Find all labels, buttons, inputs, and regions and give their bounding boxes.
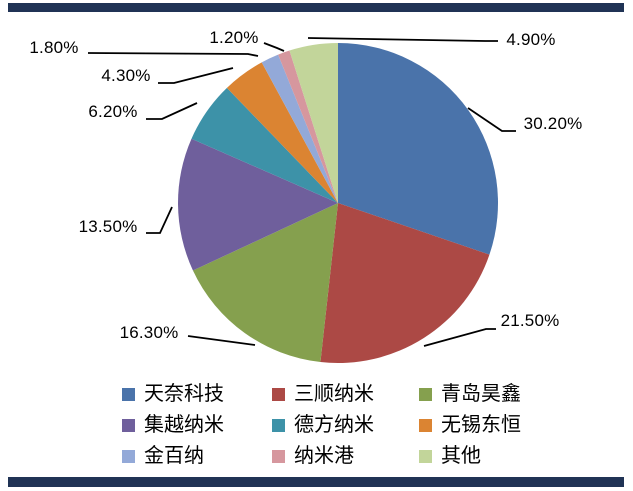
leader-line	[187, 335, 256, 346]
legend-label: 德方纳米	[294, 414, 374, 436]
legend-swatch	[419, 418, 432, 432]
slice-value-label: 6.20%	[88, 102, 138, 121]
slice-value-label: 16.30%	[119, 323, 179, 342]
slice-value-label: 1.80%	[29, 38, 79, 57]
pie-slice-3	[178, 138, 338, 271]
legend-item: 无锡东恒	[419, 412, 569, 438]
legend-label: 金百纳	[144, 445, 204, 467]
legend-label: 天奈科技	[144, 383, 224, 405]
legend-swatch	[272, 449, 285, 463]
legend-item: 天奈科技	[122, 381, 272, 407]
legend-label: 无锡东恒	[441, 414, 521, 436]
legend-swatch	[272, 387, 285, 401]
top-border-bar	[8, 3, 624, 12]
legend-item: 德方纳米	[272, 412, 419, 438]
leader-line	[146, 206, 173, 234]
chart-legend: 天奈科技 三顺纳米 青岛昊鑫集越纳米 德方纳米 无锡东恒金百纳 纳米港 其他	[122, 381, 569, 469]
slice-value-label: 13.50%	[78, 217, 138, 236]
pie-slice-7	[278, 50, 338, 203]
pie-slices	[178, 43, 499, 363]
legend-label: 集越纳米	[144, 414, 224, 436]
slice-value-label: 21.50%	[500, 311, 560, 330]
pie-slice-6	[261, 54, 338, 203]
leader-line	[87, 52, 259, 57]
pie-slice-4	[191, 87, 338, 203]
pie-slice-0	[338, 43, 499, 255]
leader-line	[467, 107, 516, 132]
legend-swatch	[419, 387, 432, 401]
leader-line	[423, 328, 496, 347]
legend-item: 金百纳	[122, 443, 272, 469]
slice-value-label: 4.30%	[101, 66, 151, 85]
legend-swatch	[122, 449, 135, 463]
slice-value-label: 1.20%	[209, 28, 259, 47]
legend-item: 其他	[419, 443, 569, 469]
bottom-border-bar	[8, 477, 624, 487]
slice-value-label: 30.20%	[523, 114, 583, 133]
leader-line	[307, 37, 498, 42]
pie-slice-8	[289, 43, 338, 203]
legend-item: 集越纳米	[122, 412, 272, 438]
legend-label: 三顺纳米	[294, 383, 374, 405]
pie-chart	[87, 37, 516, 363]
pie-slice-5	[226, 62, 338, 203]
legend-swatch	[272, 418, 285, 432]
legend-swatch	[122, 418, 135, 432]
pie-slice-2	[192, 203, 338, 363]
leader-lines	[87, 37, 516, 347]
legend-label: 青岛昊鑫	[441, 383, 521, 405]
legend-swatch	[419, 449, 432, 463]
leader-line	[158, 67, 234, 84]
legend-item: 青岛昊鑫	[419, 381, 569, 407]
leader-line	[263, 42, 285, 52]
legend-swatch	[122, 387, 135, 401]
pie-slice-1	[320, 203, 490, 363]
slice-value-label: 4.90%	[506, 30, 556, 49]
legend-label: 其他	[441, 445, 481, 467]
legend-item: 三顺纳米	[272, 381, 419, 407]
leader-line	[146, 102, 198, 120]
legend-label: 纳米港	[294, 445, 354, 467]
legend-item: 纳米港	[272, 443, 419, 469]
